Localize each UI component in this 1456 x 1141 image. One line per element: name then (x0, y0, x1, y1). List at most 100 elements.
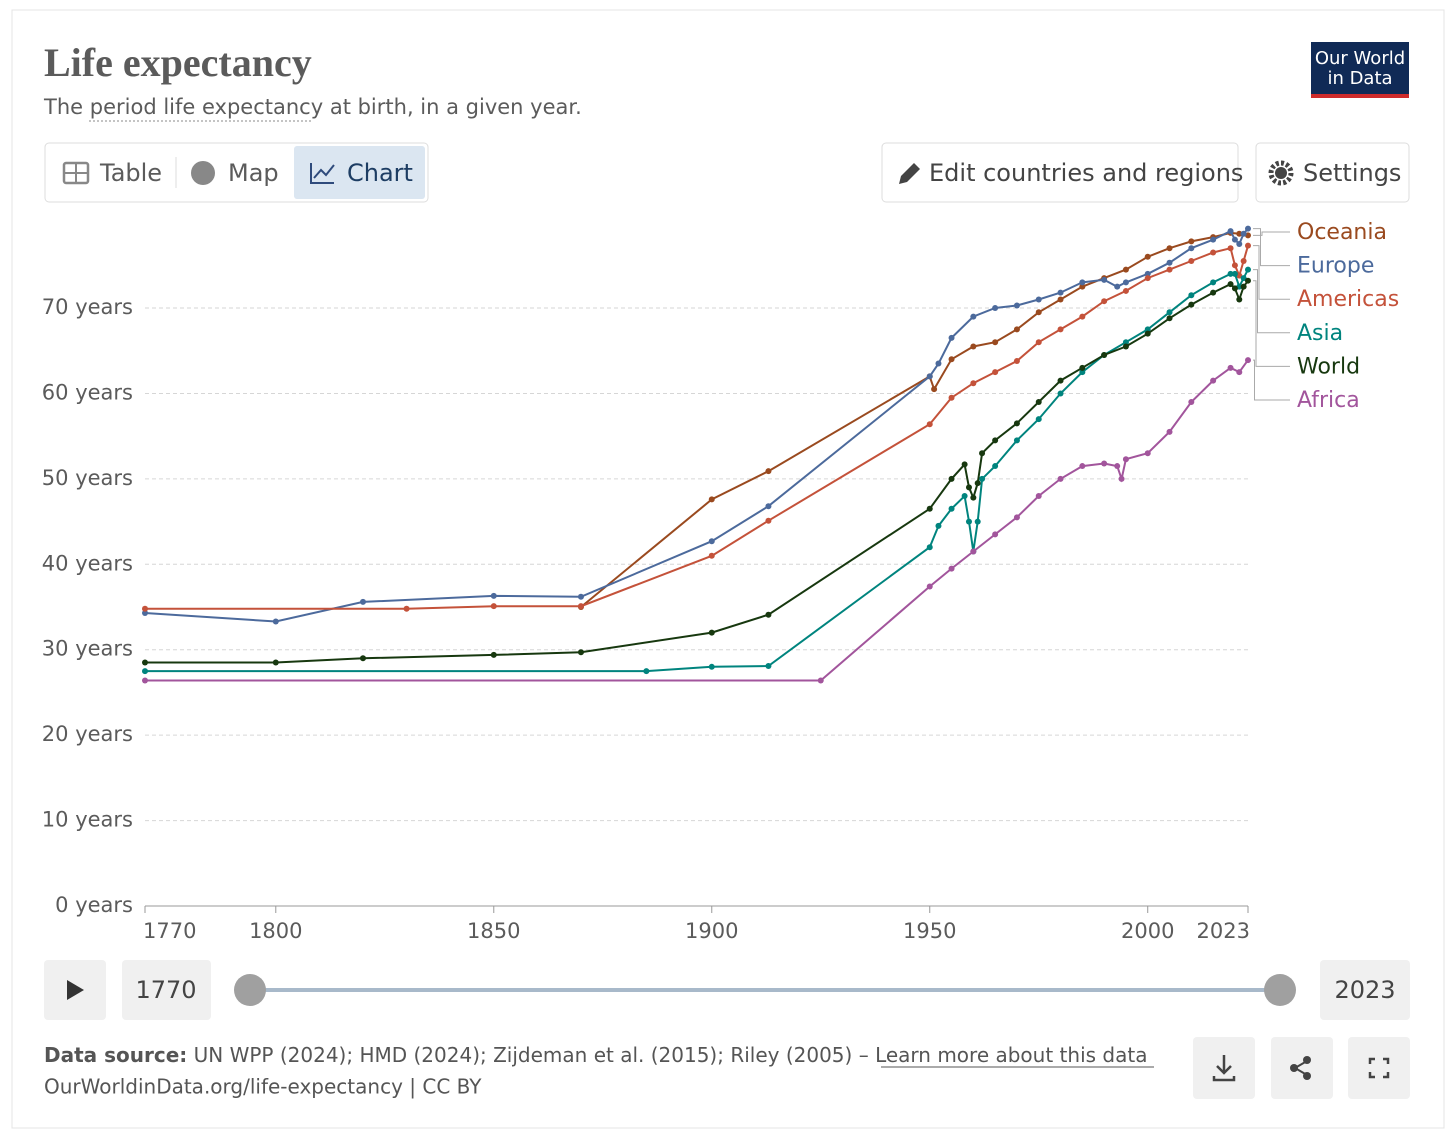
data-point (965, 484, 972, 491)
data-point (935, 522, 942, 529)
url-line: OurWorldinData.org/life-expectancy | CC … (44, 1075, 482, 1099)
tab-chart[interactable]: Chart (347, 159, 413, 187)
data-point (1101, 298, 1108, 305)
fullscreen-button[interactable] (1348, 1037, 1410, 1099)
legend-connector (1253, 269, 1290, 334)
settings-button[interactable] (1255, 142, 1410, 203)
data-point (970, 343, 977, 350)
logo[interactable] (1311, 42, 1409, 98)
x-tick-label: 1850 (467, 919, 520, 943)
data-point (490, 651, 497, 658)
timeline-handle[interactable] (234, 974, 266, 1006)
data-point (1188, 301, 1195, 308)
data-point (948, 334, 955, 341)
data-point (992, 305, 999, 312)
data-point (1013, 437, 1020, 444)
data-point (490, 592, 497, 599)
data-point (142, 605, 148, 612)
play-icon (67, 980, 84, 1000)
tab-active-bg (294, 146, 425, 199)
fullscreen-icon (1368, 1057, 1390, 1079)
data-point (1013, 514, 1020, 521)
y-tick-label: 60 years (42, 380, 133, 404)
legend-label: Africa (1297, 388, 1360, 413)
share-icon (1290, 1064, 1298, 1072)
tab-table[interactable]: Table (99, 159, 162, 187)
download-icon (1212, 1055, 1236, 1082)
series-line (145, 280, 1249, 664)
data-point (765, 468, 772, 475)
start-year-box[interactable] (122, 960, 211, 1020)
data-point (948, 505, 955, 512)
data-point (1035, 309, 1042, 316)
data-point (974, 518, 981, 525)
data-point (1245, 225, 1251, 232)
data-point (490, 603, 497, 610)
data-point (1122, 339, 1129, 346)
data-point (948, 565, 955, 572)
data-point (992, 531, 999, 538)
x-tick-label: 1800 (249, 919, 302, 943)
logo-text: Our World (1315, 48, 1405, 69)
data-point (765, 503, 772, 510)
data-point (1057, 326, 1064, 333)
y-tick-label: 40 years (42, 551, 133, 575)
data-point (1101, 352, 1108, 359)
data-point (979, 475, 986, 482)
gear-icon (1275, 167, 1287, 179)
data-point (1122, 287, 1129, 294)
data-point (1236, 369, 1243, 376)
x-tick-label: 1950 (903, 919, 956, 943)
data-point (1231, 262, 1238, 269)
data-point (1227, 281, 1234, 288)
share-button[interactable] (1271, 1037, 1333, 1099)
timeline-handle[interactable] (1264, 974, 1296, 1006)
tab-map[interactable]: Map (228, 159, 279, 187)
data-point (1035, 398, 1042, 405)
edit-button[interactable] (881, 142, 1239, 203)
data-point (643, 668, 650, 675)
data-point (1035, 492, 1042, 499)
data-point (1227, 364, 1234, 371)
data-point (142, 659, 148, 666)
data-point (1240, 275, 1247, 282)
chart-icon (310, 163, 334, 184)
gear-icon (1268, 160, 1294, 186)
subtitle-part: at birth, in a given year. (330, 95, 582, 119)
data-point (1101, 460, 1108, 467)
data-point (970, 313, 977, 320)
y-tick-label: 30 years (42, 637, 133, 661)
data-point (708, 663, 715, 670)
data-point (926, 505, 933, 512)
data-point (577, 649, 584, 656)
data-point (1144, 450, 1151, 457)
data-point (1013, 326, 1020, 333)
legend-connector (1253, 231, 1290, 236)
data-point (1144, 326, 1151, 333)
legend-label: Oceania (1297, 220, 1387, 245)
x-tick-label: 1900 (685, 919, 738, 943)
data-point (1118, 475, 1125, 482)
x-tick-label: 2023 (1197, 919, 1250, 943)
share-icon (1303, 1072, 1311, 1080)
legend-label: Americas (1297, 287, 1399, 312)
data-point (961, 492, 968, 499)
subtitle-link[interactable]: period life expectancy (90, 95, 323, 119)
data-point (1210, 289, 1217, 296)
data-point (926, 373, 933, 380)
end-year-box[interactable] (1320, 960, 1410, 1020)
source-link[interactable]: Learn more about this data (875, 1043, 1147, 1067)
data-point (708, 496, 715, 503)
data-point (1245, 277, 1251, 284)
data-point (935, 360, 942, 367)
source-line: Data source: UN WPP (2024); HMD (2024); … (44, 1043, 1147, 1067)
y-tick-label: 70 years (42, 295, 133, 319)
data-point (1245, 357, 1251, 364)
data-point (992, 369, 999, 376)
data-point (1144, 275, 1151, 282)
data-point (765, 517, 772, 524)
series-line (145, 269, 1249, 673)
data-point (926, 421, 933, 428)
